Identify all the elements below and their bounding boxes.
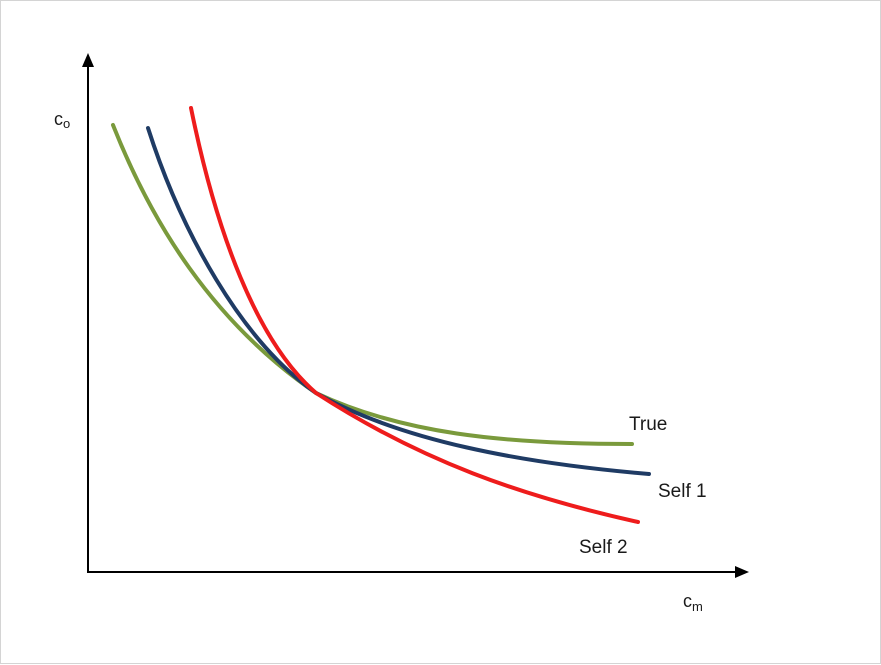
curve-label-self1: Self 1	[658, 481, 707, 502]
y-axis-arrowhead	[82, 53, 94, 67]
x-axis-arrowhead	[735, 566, 749, 578]
curve-self2	[189, 106, 640, 524]
y-axis-label: co	[54, 109, 70, 131]
x-axis-label: cm	[683, 591, 703, 614]
curve-label-true: True	[629, 414, 667, 435]
curve-label-self2: Self 2	[579, 537, 628, 558]
curve-true	[111, 123, 634, 446]
